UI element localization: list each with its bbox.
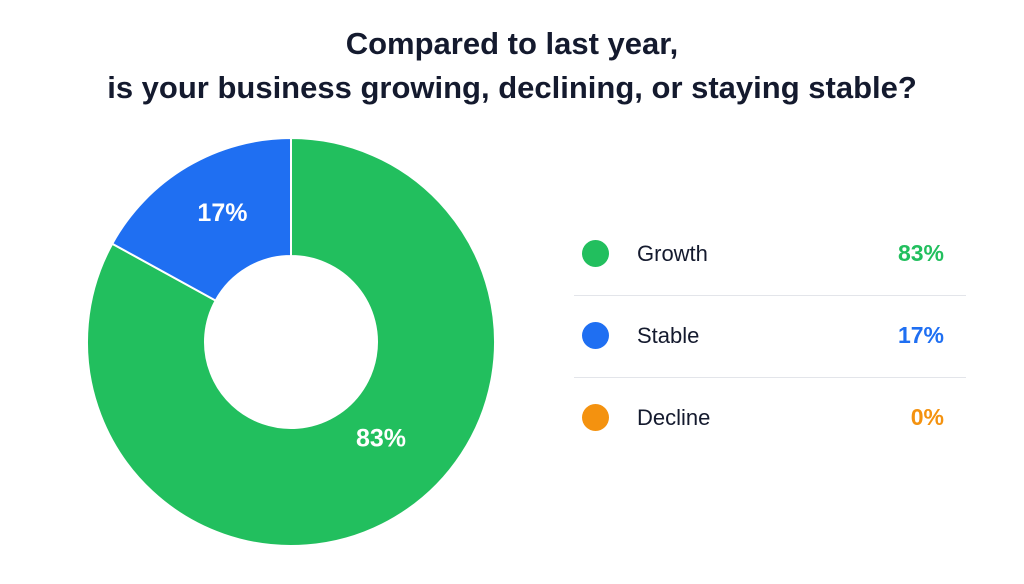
slice-stable xyxy=(110,136,292,302)
legend-swatch-decline xyxy=(582,404,609,431)
data-label-stable: 17% xyxy=(197,199,247,227)
legend-swatch-stable xyxy=(582,322,609,349)
chart-title-line-2: is your business growing, declining, or … xyxy=(107,70,917,105)
legend-value-decline: 0% xyxy=(910,404,944,430)
chart-title: Compared to last year, is your business … xyxy=(0,22,1024,110)
legend-value-growth: 83% xyxy=(897,240,944,266)
legend: Growth 83% Stable 17% Decline 0% xyxy=(574,214,966,459)
legend-label-stable: Stable xyxy=(637,323,700,348)
legend-swatch-growth xyxy=(582,240,609,267)
chart-title-line-1: Compared to last year, xyxy=(345,26,679,61)
legend-label-decline: Decline xyxy=(637,405,711,430)
legend-value-stable: 17% xyxy=(897,322,944,348)
data-label-growth: 83% xyxy=(356,425,406,453)
legend-item-growth: Growth 83% xyxy=(574,214,966,296)
legend-label-growth: Growth xyxy=(637,241,708,266)
slice-growth xyxy=(86,136,496,547)
legend-item-stable: Stable 17% xyxy=(574,296,966,378)
legend-item-decline: Decline 0% xyxy=(574,378,966,459)
